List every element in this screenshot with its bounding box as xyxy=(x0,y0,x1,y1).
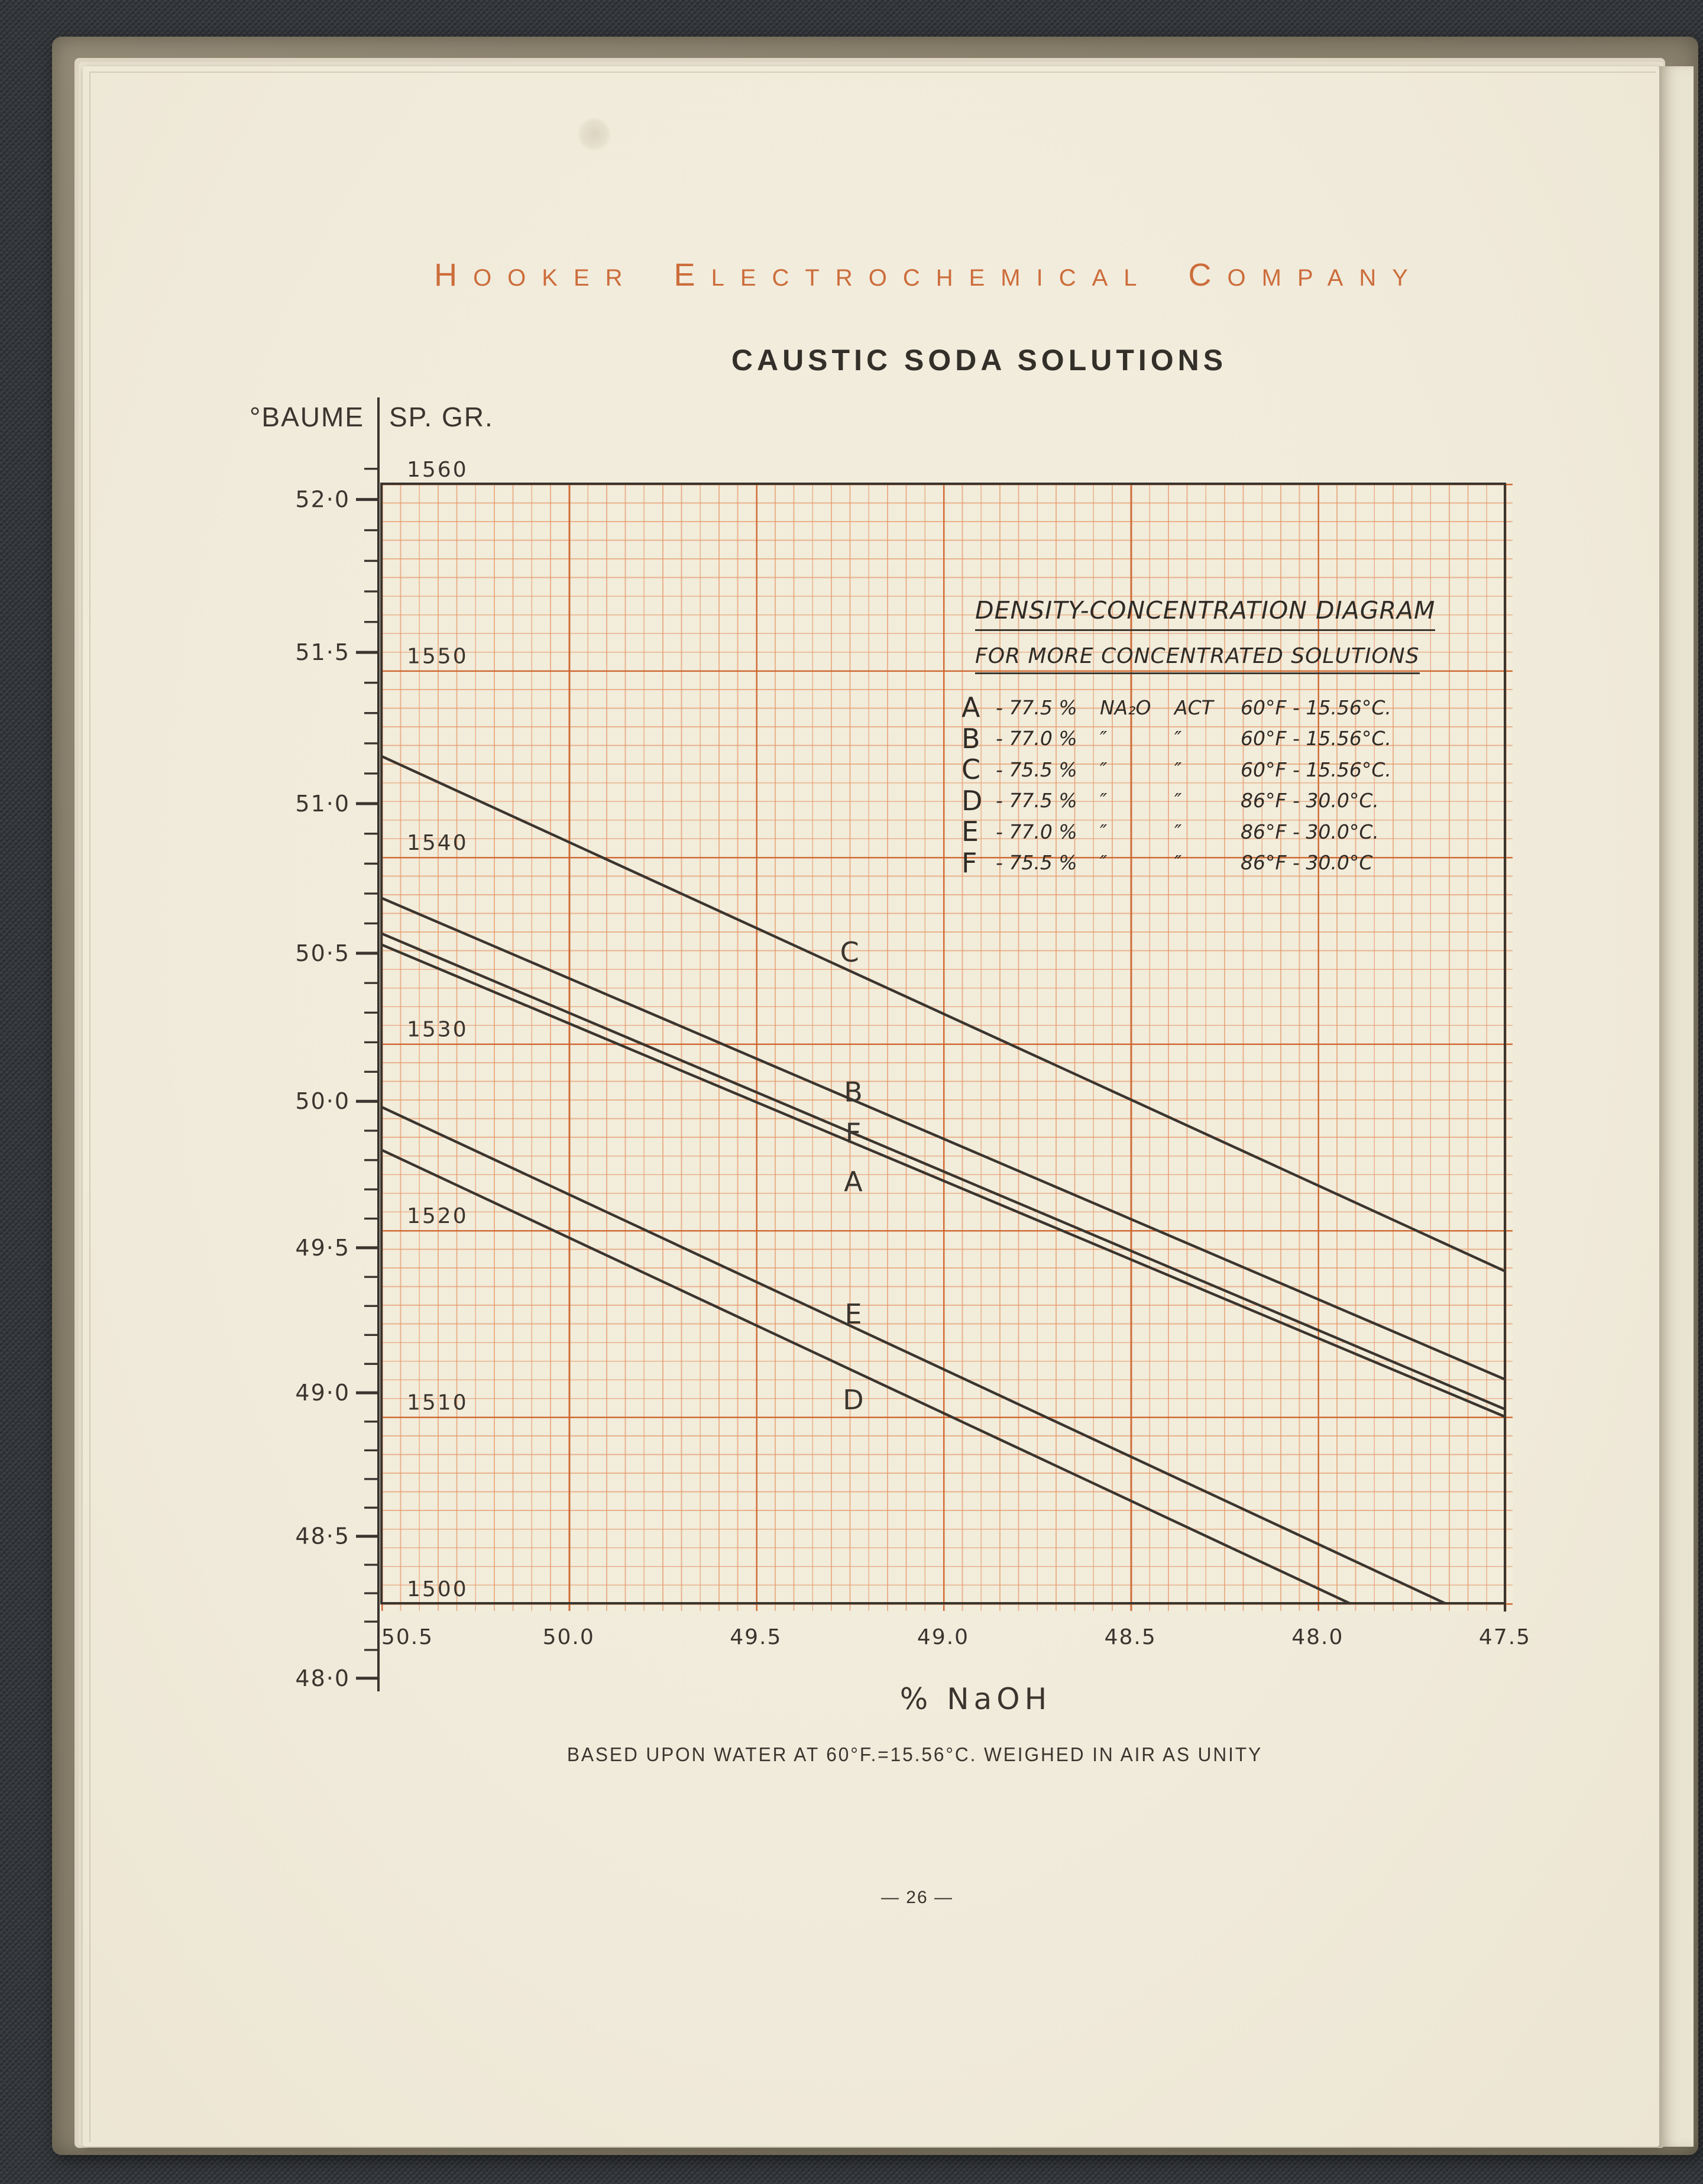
legend-cell-na2o: ″ xyxy=(1100,727,1108,750)
legend-row-A: A - 77.5 % NA₂O ACT 60°F - 15.56°C. xyxy=(961,691,1435,724)
y-axis-label-baume: °BAUME xyxy=(250,402,364,432)
legend-cell-act: ″ xyxy=(1174,851,1182,875)
x-tick-label: 50.0 xyxy=(543,1625,595,1649)
legend-entries: A - 77.5 % NA₂O ACT 60°F - 15.56°C. B - 77.0 %… xyxy=(961,691,1435,879)
spgr-tick-label: 1550 xyxy=(407,645,468,669)
legend-cell-temp: 60°F - 15.56°C. xyxy=(1241,727,1391,750)
baume-tick-label: 49·5 xyxy=(295,1235,350,1261)
paper-blemish xyxy=(577,117,611,151)
graph-paper-grid xyxy=(381,484,1513,1611)
density-chart-canvas: 48·0 48·5 49·0 49·5 50·0 50·5 51·0 51·5 52·0 1560… xyxy=(295,397,1531,1691)
header-initial: C xyxy=(1188,257,1228,293)
legend-cell-temp: 86°F - 30.0°C. xyxy=(1241,789,1379,813)
legend-row-F: F - 75.5 % ″ ″ 86°F - 30.0°C xyxy=(961,847,1435,879)
legend-cell-pct: - 75.5 % xyxy=(996,758,1077,781)
series-line-B xyxy=(381,897,1505,1381)
legend-cell-act: ″ xyxy=(1174,789,1182,813)
series-label-E: E xyxy=(844,1298,862,1330)
legend-cell-letter: F xyxy=(961,846,977,879)
spgr-tick-label: 1540 xyxy=(407,831,468,855)
legend-row-C: C - 75.5 % ″ ″ 60°F - 15.56°C. xyxy=(961,753,1435,786)
legend-cell-na2o: ″ xyxy=(1100,789,1108,813)
header-rest: LECTROCHEMICAL xyxy=(711,265,1153,291)
x-tick-label: 48.0 xyxy=(1291,1625,1343,1649)
legend-cell-na2o: ″ xyxy=(1100,758,1108,781)
legend-cell-letter: C xyxy=(961,753,981,786)
chart-legend: DENSITY-CONCENTRATION DIAGRAM FOR MORE C… xyxy=(961,596,1436,879)
series-line-F xyxy=(381,932,1505,1410)
page-title: CAUSTIC SODA SOLUTIONS xyxy=(731,344,1228,377)
legend-cell-temp: 60°F - 15.56°C. xyxy=(1241,695,1391,719)
legend-cell-temp: 60°F - 15.56°C. xyxy=(1241,758,1391,781)
spgr-tick-label: 1560 xyxy=(407,458,468,482)
legend-cell-pct: - 77.5 % xyxy=(996,789,1077,813)
baume-tick-label: 49·0 xyxy=(295,1380,350,1406)
baume-tick-label: 52·0 xyxy=(295,487,350,513)
legend-cell-letter: B xyxy=(961,722,980,755)
series-line-D xyxy=(381,1148,1353,1603)
series-line-A xyxy=(381,943,1505,1418)
legend-cell-act: ″ xyxy=(1174,758,1182,781)
x-tick-label: 50.5 xyxy=(381,1625,433,1649)
legend-cell-act: ACT xyxy=(1174,695,1213,719)
company-header: HOOKER ELECTROCHEMICAL COMPANY xyxy=(416,257,1442,293)
chart-subtitle: FOR MORE CONCENTRATED SOLUTIONS xyxy=(975,644,1420,674)
header-initial: H xyxy=(434,257,474,293)
header-word: ELECTROCHEMICAL xyxy=(674,257,1153,293)
legend-cell-letter: A xyxy=(961,691,980,724)
plot-border xyxy=(380,483,1506,1604)
x-tick-label: 48.5 xyxy=(1105,1625,1157,1649)
header-word: COMPANY xyxy=(1189,257,1424,293)
baume-tick-label: 48·0 xyxy=(295,1665,350,1691)
legend-cell-letter: E xyxy=(961,816,979,848)
x-axis-title: % NaOH xyxy=(899,1682,1052,1716)
series-line-E xyxy=(381,1105,1448,1603)
legend-cell-na2o: NA₂O xyxy=(1100,695,1151,719)
spgr-tick-label: 1530 xyxy=(407,1018,468,1042)
legend-cell-temp: 86°F - 30.0°C xyxy=(1241,851,1373,875)
legend-cell-act: ″ xyxy=(1174,727,1182,750)
header-rest: OOKER xyxy=(473,265,639,291)
x-tick-label: 47.5 xyxy=(1479,1625,1531,1649)
spgr-tick-label: 1510 xyxy=(407,1391,468,1415)
series-label-D: D xyxy=(843,1384,863,1416)
x-tick-label: 49.0 xyxy=(917,1625,969,1649)
legend-row-D: D - 77.5 % ″ ″ 86°F - 30.0°C. xyxy=(961,785,1435,817)
legend-cell-pct: - 77.0 % xyxy=(996,820,1077,843)
legend-cell-pct: - 77.5 % xyxy=(996,695,1077,719)
baume-tick-label: 51·5 xyxy=(295,639,350,665)
legend-cell-na2o: ″ xyxy=(1100,851,1108,875)
legend-cell-act: ″ xyxy=(1174,820,1182,843)
header-word: HOOKER xyxy=(434,257,639,293)
legend-cell-pct: - 77.0 % xyxy=(996,727,1077,750)
chart-caption: BASED UPON WATER AT 60°F.=15.56°C. WEIGH… xyxy=(566,1743,1263,1765)
spgr-tick-label: 1500 xyxy=(407,1577,468,1601)
series-label-B: B xyxy=(844,1076,863,1108)
legend-cell-temp: 86°F - 30.0°C. xyxy=(1241,820,1379,843)
series-line-C xyxy=(381,755,1505,1273)
series-label-C: C xyxy=(840,936,859,968)
fore-edge-pages xyxy=(1659,66,1694,2147)
baume-tick-label: 48·5 xyxy=(295,1523,350,1549)
legend-cell-pct: - 75.5 % xyxy=(996,851,1077,875)
series-label-A: A xyxy=(844,1166,863,1198)
legend-cell-letter: D xyxy=(961,784,983,817)
legend-cell-na2o: ″ xyxy=(1100,820,1108,843)
chart-title: DENSITY-CONCENTRATION DIAGRAM xyxy=(975,596,1436,631)
x-tick-label: 49.5 xyxy=(730,1625,782,1649)
header-rest: OMPANY xyxy=(1227,265,1424,291)
y-axis-label-spgr: SP. GR. xyxy=(389,402,494,432)
baume-tick-label: 50·5 xyxy=(295,940,350,966)
baume-tick-label: 50·0 xyxy=(295,1088,350,1114)
header-initial: E xyxy=(674,257,711,293)
baume-tick-label: 51·0 xyxy=(295,791,350,817)
spgr-tick-label: 1520 xyxy=(407,1204,468,1228)
book-page: HOOKER ELECTROCHEMICAL COMPANY CAUSTIC SOD… xyxy=(83,66,1659,2147)
legend-row-B: B - 77.0 % ″ ″ 60°F - 15.56°C. xyxy=(961,723,1435,755)
page-number: — 26 — xyxy=(880,1888,954,1907)
legend-row-E: E - 77.0 % ″ ″ 86°F - 30.0°C. xyxy=(961,816,1435,847)
